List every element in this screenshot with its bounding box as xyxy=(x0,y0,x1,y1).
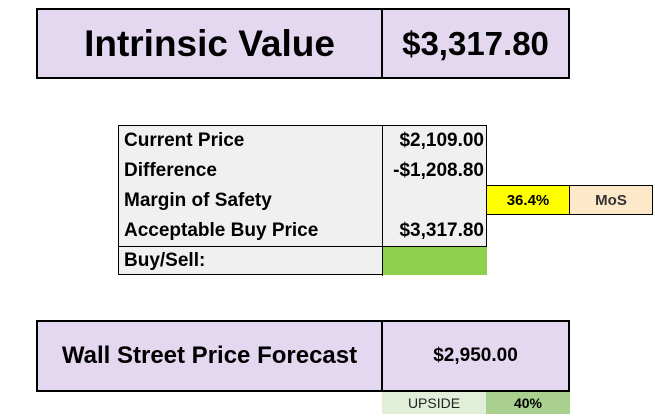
acceptable-buy-price-value: $3,317.80 xyxy=(399,220,484,241)
upside-value: 40% xyxy=(486,392,570,414)
difference-label: Difference xyxy=(124,160,217,181)
table-row: Margin of Safety xyxy=(119,186,486,216)
margin-of-safety-percent: 36.4% xyxy=(486,185,570,215)
table-row: Buy/Sell: xyxy=(119,246,486,276)
table-row: Acceptable Buy Price $3,317.80 xyxy=(119,216,486,246)
upside-label: UPSIDE xyxy=(382,392,486,414)
divider xyxy=(119,246,486,247)
current-price-label: Current Price xyxy=(124,130,245,151)
wall-street-forecast-value: $2,950.00 xyxy=(381,320,570,392)
valuation-table: Current Price $2,109.00 Difference -$1,2… xyxy=(118,125,487,276)
margin-of-safety-label: Margin of Safety xyxy=(124,190,272,211)
intrinsic-value-label: Intrinsic Value xyxy=(36,8,383,79)
mos-label: MoS xyxy=(569,185,653,215)
divider xyxy=(382,126,383,276)
wall-street-forecast-label: Wall Street Price Forecast xyxy=(36,320,383,392)
buy-sell-label: Buy/Sell: xyxy=(124,250,206,271)
acceptable-buy-price-label: Acceptable Buy Price xyxy=(124,220,319,241)
table-row: Current Price $2,109.00 xyxy=(119,126,486,156)
difference-value: -$1,208.80 xyxy=(393,160,484,181)
intrinsic-value-amount: $3,317.80 xyxy=(381,8,570,79)
table-row: Difference -$1,208.80 xyxy=(119,156,486,186)
current-price-value: $2,109.00 xyxy=(399,130,484,151)
buy-sell-signal xyxy=(383,247,487,275)
